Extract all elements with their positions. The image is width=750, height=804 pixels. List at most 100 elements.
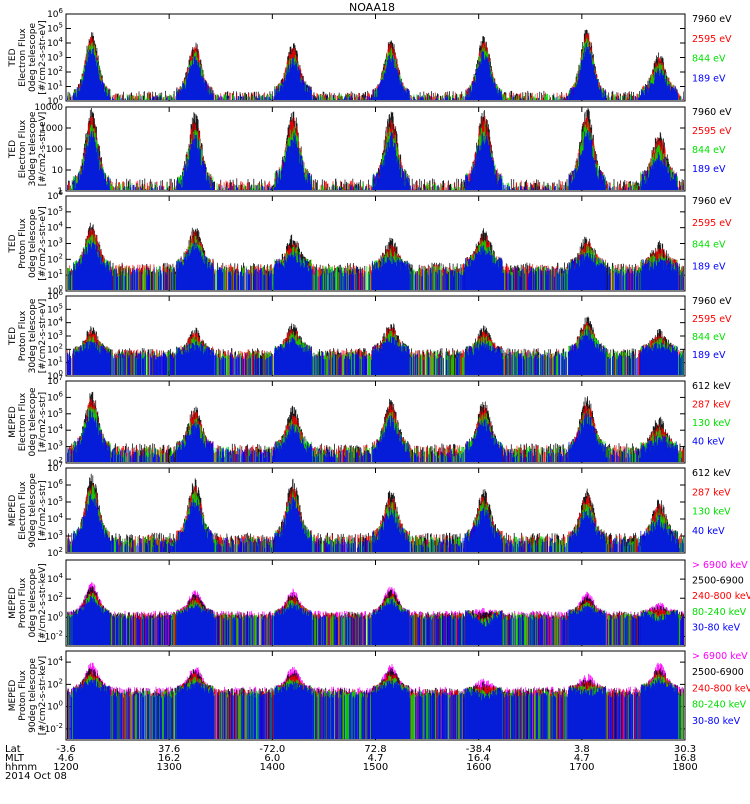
x-tick-label-mlt: 6.0 [264,753,280,764]
y-tick-label: 100 [47,610,63,623]
y-tick-label: 103 [47,329,63,342]
y-axis-label-line: MEPED [8,406,18,438]
panel-data [67,316,684,375]
y-tick-label: 100 [47,369,63,382]
y-tick-label: 104 [47,316,63,329]
panel-data [67,582,684,645]
y-tick-label: 104 [47,655,63,668]
chart-title: NOAA18 [349,1,395,14]
legend-entry: 240-800 keV [692,591,750,602]
y-tick-label: 104 [47,221,63,234]
y-tick-label: 101 [47,356,63,369]
y-tick-label: 100 [46,145,63,155]
panel-data [67,662,684,739]
y-tick-label: 105 [47,407,63,420]
y-tick-label: 100 [47,700,63,713]
y-tick-label: 102 [47,591,63,604]
series-trace [67,595,684,645]
legend-entry: 130 keV [692,418,731,429]
y-axis-label-line: MEPED [8,587,18,619]
legend-entry: 80-240 keV [692,607,747,618]
y-tick-label: 104 [47,512,63,525]
legend-entry: 287 keV [692,400,731,411]
panel-data [67,222,684,290]
x-tick-label-lat: 72.8 [364,744,386,755]
x-tick-label-mlt: 4.7 [368,753,384,764]
legend-entry: 612 keV [692,381,731,392]
y-tick-label: 106 [47,7,63,20]
x-tick-label-lat: 3.8 [574,744,590,755]
y-tick-label: 104 [47,572,63,585]
legend-entry: 30-80 keV [692,622,741,633]
legend-entry: 844 eV [692,54,726,65]
y-tick-label: 107 [47,461,63,474]
y-tick-label: 103 [47,440,63,453]
x-tick-label-mlt: 4.7 [574,753,590,764]
panel-3: 100 101 102 103 104 105 106 TEDProton Flux0deg … [8,189,732,297]
legend-entry: 2595 eV [692,218,732,229]
y-tick-label: 106 [47,289,63,302]
x-row-label: Lat [5,744,21,755]
y-axis-label-line: Proton Flux [18,310,28,361]
y-tick-label: 102 [47,342,63,355]
y-tick-label: 105 [47,205,63,218]
y-tick-label: 105 [47,22,63,35]
series-trace [68,677,684,739]
y-axis-label-line: MEPED [8,495,18,527]
series-trace [68,240,684,290]
y-axis-label-line: 0deg telescope [28,23,38,93]
y-axis-label-line: [#/cm2-s-str] [38,392,48,452]
series-trace [67,410,683,462]
legend-entry: > 6900 keV [692,560,748,571]
y-axis-label: MEPEDElectron Flux90deg telescope[#/cm2-… [8,473,48,548]
x-tick-label-mlt: 16.2 [158,753,180,764]
panel-data [67,473,684,552]
y-axis-label: MEPEDProton Flux0deg telescope[#/cm2-s-s… [8,563,48,642]
y-tick-label: 102 [47,677,63,690]
y-tick-label: 104 [47,36,63,49]
x-tick-label-mlt: 16.4 [468,753,490,764]
y-axis-label-line: Electron Flux [18,392,28,451]
x-tick-label-lat: 37.6 [158,744,180,755]
legend-entry: 7960 eV [692,296,732,307]
date-label: 2014 Oct 08 [5,771,67,782]
y-axis-label-line: TED [8,48,18,67]
x-row-label: hhmm [5,762,37,773]
y-axis-label: TEDElectron Flux30deg telescope[#/cm2-s-… [8,111,48,186]
y-tick-label: 100 [47,94,63,107]
y-tick-label: 102 [47,456,63,469]
legend-entry: > 6900 keV [692,651,748,662]
series-trace [67,42,684,100]
x-tick-label-lat: -3.6 [56,744,76,755]
x-tick-label-hhmm: 1500 [363,762,388,773]
x-tick-label-hhmm: 1800 [672,762,697,773]
y-axis-label-line: 90deg telescope [28,658,38,733]
y-tick-label: 101 [47,268,63,281]
y-axis-label-line: [#/cm2-s-str] [38,480,48,540]
y-tick-label: 105 [47,302,63,315]
legend-entry: 189 eV [692,350,726,361]
y-axis-label: TEDProton Flux30deg telescope[#/cm2-s-st… [8,298,48,373]
legend-entry: 30-80 keV [692,716,741,727]
series-trace [67,493,684,552]
legend-entry: 80-240 keV [692,700,747,711]
x-tick-label-hhmm: 1200 [53,762,78,773]
panel-data [67,391,684,462]
y-axis-label-line: TED [8,140,18,159]
y-axis-label-line: Electron Flux [18,119,28,178]
legend-entry: 40 keV [692,437,725,448]
y-axis-label-line: MEPED [8,680,18,712]
legend-entry: 240-800 keV [692,683,750,694]
x-tick-label-hhmm: 1600 [466,762,491,773]
y-tick-label: 106 [47,189,63,202]
y-tick-label: 1 [57,187,63,197]
x-tick-label-hhmm: 1700 [569,762,594,773]
x-tick-label-lat: -72.0 [259,744,285,755]
x-tick-label-mlt: 4.6 [58,753,74,764]
x-row-label: MLT [5,753,25,764]
